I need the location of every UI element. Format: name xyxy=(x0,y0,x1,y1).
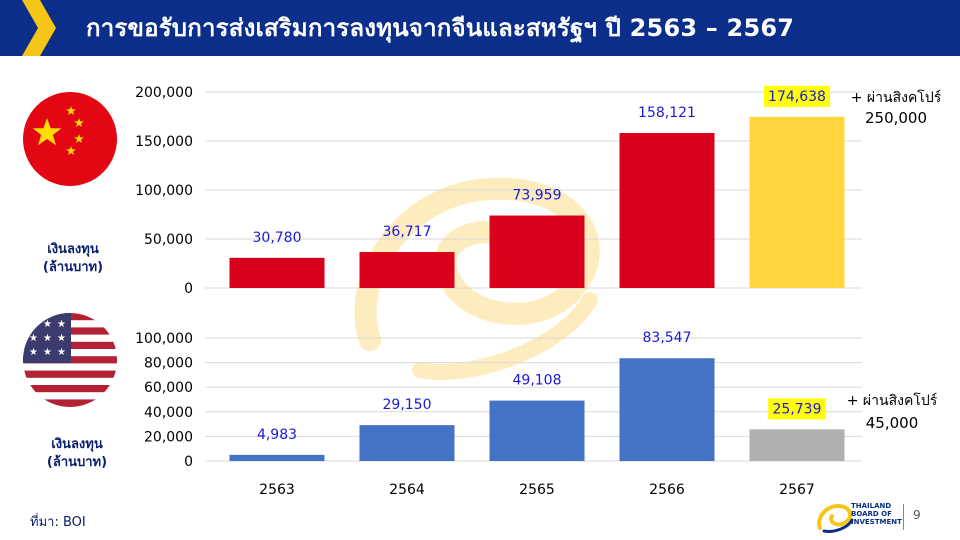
usa-y-tick-label: 0 xyxy=(184,454,193,470)
china-value-label-2566: 158,121 xyxy=(638,105,696,121)
x-tick-label-2567: 2567 xyxy=(779,482,815,498)
china-value-label-highlight xyxy=(763,85,831,107)
china-y-tick-label: 100,000 xyxy=(135,183,193,199)
page-title: การขอรับการส่งเสริมการลงทุนจากจีนและสหรั… xyxy=(86,14,795,42)
chevron-icon xyxy=(0,0,62,56)
boi-logo-icon xyxy=(817,503,854,533)
usa-annotation-line2: 45,000 xyxy=(866,414,919,432)
svg-text:★: ★ xyxy=(29,347,38,358)
usa-value-label-2567: 25,739 xyxy=(773,401,822,417)
usa-y-tick-label: 100,000 xyxy=(135,331,193,347)
usa-value-label-highlight xyxy=(768,398,826,420)
china-bar-2567 xyxy=(749,116,845,288)
china-value-label-2563: 30,780 xyxy=(253,230,302,246)
china-flag-icon xyxy=(23,92,117,186)
footer-divider xyxy=(903,504,904,530)
page-number: 9 xyxy=(913,508,921,522)
china-y-tick-label: 50,000 xyxy=(144,232,193,248)
unit-label-line1: เงินลงทุน xyxy=(47,242,99,257)
header-bar: การขอรับการส่งเสริมการลงทุนจากจีนและสหรั… xyxy=(0,0,960,56)
usa-y-tick-label: 20,000 xyxy=(144,429,193,445)
usa-value-label-2566: 83,547 xyxy=(643,330,692,346)
usa-unit-label: เงินลงทุน (ล้านบาท) xyxy=(22,436,132,472)
china-bar-2564 xyxy=(359,252,455,288)
svg-text:★: ★ xyxy=(43,333,52,344)
x-tick-label-2563: 2563 xyxy=(259,482,295,498)
china-y-tick-label: 200,000 xyxy=(135,85,193,101)
usa-bar-2563 xyxy=(229,454,325,461)
unit-label-line2: (ล้านบาท) xyxy=(46,455,108,470)
unit-label-line1: เงินลงทุน xyxy=(51,437,103,452)
svg-text:★: ★ xyxy=(29,333,38,344)
svg-text:★: ★ xyxy=(57,347,66,358)
svg-text:★: ★ xyxy=(43,347,52,358)
usa-y-tick-label: 60,000 xyxy=(144,380,193,396)
china-bar-2566 xyxy=(619,133,715,288)
svg-text:★: ★ xyxy=(43,319,52,330)
source-note: ที่มา: BOI xyxy=(30,515,86,530)
x-tick-label-2566: 2566 xyxy=(649,482,685,498)
china-annotation-line2: 250,000 xyxy=(865,109,927,127)
china-value-label-2565: 73,959 xyxy=(513,188,562,204)
china-value-label-2564: 36,717 xyxy=(383,224,432,240)
svg-text:★: ★ xyxy=(57,333,66,344)
china-y-tick-label: 0 xyxy=(184,281,193,297)
china-bar-2565 xyxy=(489,215,585,288)
svg-text:★: ★ xyxy=(57,319,66,330)
usa-bar-2567 xyxy=(749,429,845,461)
china-unit-label: เงินลงทุน (ล้านบาท) xyxy=(18,241,128,277)
usa-value-label-2563: 4,983 xyxy=(257,427,297,443)
usa-value-label-2564: 29,150 xyxy=(383,397,432,413)
boi-logo-text: THAILAND BOARD OF INVESTMENT xyxy=(851,502,902,526)
usa-y-tick-label: 80,000 xyxy=(144,356,193,372)
usa-value-label-2565: 49,108 xyxy=(513,373,562,389)
china-value-label-2567: 174,638 xyxy=(768,89,826,105)
china-annotation-line1: + ผ่านสิงคโปร์ xyxy=(851,89,942,106)
usa-bar-2564 xyxy=(359,425,455,461)
usa-bar-2565 xyxy=(489,400,585,461)
china-bar-2563 xyxy=(229,257,325,288)
usa-y-tick-label: 40,000 xyxy=(144,405,193,421)
x-tick-label-2564: 2564 xyxy=(389,482,425,498)
unit-label-line2: (ล้านบาท) xyxy=(42,260,104,275)
china-y-tick-label: 150,000 xyxy=(135,134,193,150)
x-tick-label-2565: 2565 xyxy=(519,482,555,498)
usa-bar-2566 xyxy=(619,358,715,461)
usa-annotation-line1: + ผ่านสิงคโปร์ xyxy=(847,392,938,409)
